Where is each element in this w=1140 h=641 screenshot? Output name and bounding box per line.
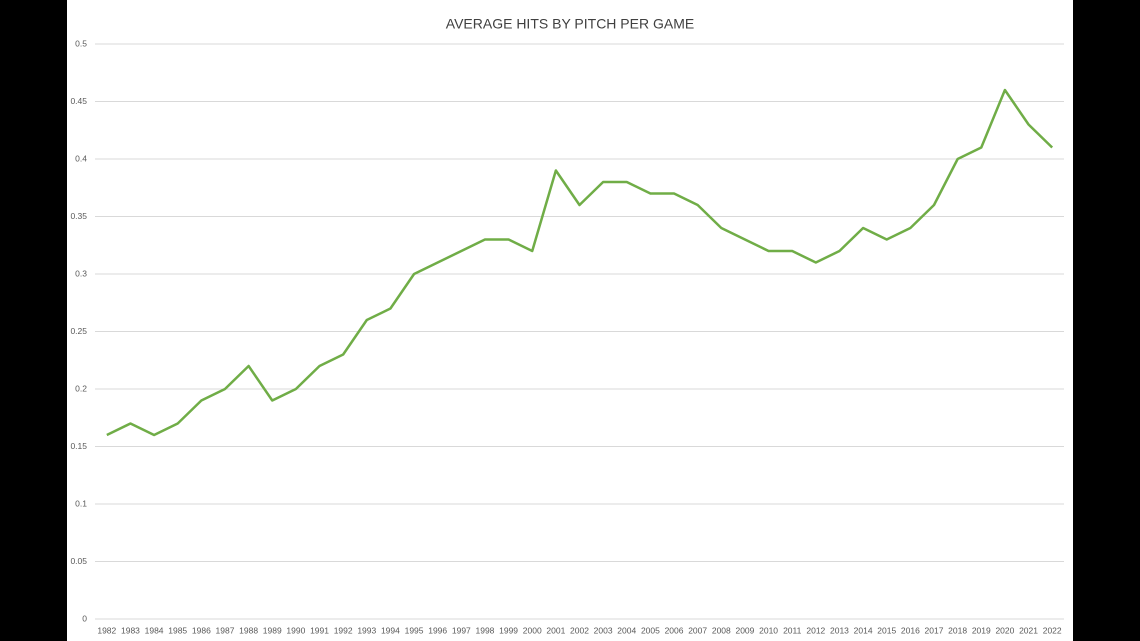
x-tick-label: 2001 bbox=[546, 625, 565, 635]
x-tick-label: 2010 bbox=[759, 625, 778, 635]
x-tick-label: 2005 bbox=[641, 625, 660, 635]
y-tick-label: 0.15 bbox=[70, 441, 87, 451]
x-tick-label: 1997 bbox=[452, 625, 471, 635]
data-line bbox=[106, 88, 1054, 437]
x-tick-label: 2017 bbox=[925, 625, 944, 635]
y-tick-label: 0 bbox=[82, 613, 87, 623]
chart-title: AVERAGE HITS BY PITCH PER GAME bbox=[446, 16, 694, 32]
y-tick-label: 0.25 bbox=[70, 326, 87, 336]
x-tick-label: 2014 bbox=[854, 625, 873, 635]
x-tick-label: 2022 bbox=[1043, 625, 1062, 635]
chart-background bbox=[67, 0, 1073, 641]
y-tick-label: 0.4 bbox=[75, 153, 87, 163]
x-tick-label: 1992 bbox=[334, 625, 353, 635]
x-tick-label: 2011 bbox=[783, 625, 802, 635]
x-tick-label: 2002 bbox=[570, 625, 589, 635]
x-tick-label: 1993 bbox=[357, 625, 376, 635]
x-tick-label: 1985 bbox=[168, 625, 187, 635]
y-tick-label: 0.05 bbox=[70, 556, 87, 566]
x-tick-label: 1999 bbox=[499, 625, 518, 635]
x-tick-label: 2019 bbox=[972, 625, 991, 635]
x-tick-label: 1983 bbox=[121, 625, 140, 635]
x-tick-label: 1982 bbox=[97, 625, 116, 635]
x-tick-label: 2003 bbox=[594, 625, 613, 635]
x-tick-label: 2009 bbox=[735, 625, 754, 635]
x-tick-label: 2007 bbox=[688, 625, 707, 635]
x-tick-label: 1986 bbox=[192, 625, 211, 635]
y-tick-label: 0.3 bbox=[75, 268, 87, 278]
x-tick-label: 2000 bbox=[523, 625, 542, 635]
y-tick-label: 0.2 bbox=[75, 383, 87, 393]
x-tick-label: 2008 bbox=[712, 625, 731, 635]
x-tick-label: 1988 bbox=[239, 625, 258, 635]
y-tick-label: 0.1 bbox=[75, 498, 87, 508]
x-tick-label: 1990 bbox=[286, 625, 305, 635]
x-tick-label: 1996 bbox=[428, 625, 447, 635]
x-tick-label: 1991 bbox=[310, 625, 329, 635]
x-tick-label: 2012 bbox=[806, 625, 825, 635]
x-tick-label: 1995 bbox=[405, 625, 424, 635]
x-tick-label: 2018 bbox=[948, 625, 967, 635]
x-tick-label: 1998 bbox=[476, 625, 495, 635]
x-tick-label: 1987 bbox=[216, 625, 235, 635]
y-tick-label: 0.35 bbox=[70, 211, 87, 221]
x-tick-label: 2016 bbox=[901, 625, 920, 635]
x-tick-label: 2015 bbox=[877, 625, 896, 635]
y-tick-label: 0.45 bbox=[70, 96, 87, 106]
y-tick-label: 0.5 bbox=[75, 38, 87, 48]
x-tick-label: 2004 bbox=[617, 625, 636, 635]
x-tick-label: 2021 bbox=[1019, 625, 1038, 635]
x-tick-label: 2020 bbox=[995, 625, 1014, 635]
x-tick-label: 2013 bbox=[830, 625, 849, 635]
x-tick-label: 1989 bbox=[263, 625, 282, 635]
x-tick-label: 1984 bbox=[145, 625, 164, 635]
x-tick-label: 1994 bbox=[381, 625, 400, 635]
x-tick-label: 2006 bbox=[665, 625, 684, 635]
